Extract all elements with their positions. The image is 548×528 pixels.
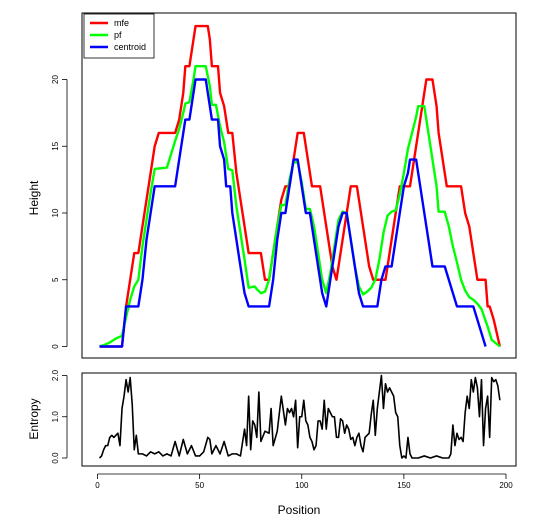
height-y-tick-label-15: 15 xyxy=(51,141,60,150)
height-y-tick-label-0: 0 xyxy=(51,344,60,349)
entropy-series-group xyxy=(98,374,501,459)
legend-label-mfe: mfe xyxy=(114,18,129,28)
entropy-y-tick-label-1: 1.0 xyxy=(51,411,60,423)
legend-label-pf: pf xyxy=(114,30,122,40)
entropy-line-0 xyxy=(98,374,501,459)
height-y-tick-label-20: 20 xyxy=(51,75,60,84)
position-x-axis: 0 50 100 150 200 xyxy=(95,473,513,490)
entropy-y-tick-label-0: 0.0 xyxy=(51,452,60,464)
legend-label-centroid: centroid xyxy=(114,42,146,52)
position-x-tick-label-0: 0 xyxy=(95,481,100,490)
height-y-axis-title: Height xyxy=(27,180,41,215)
entropy-y-axis: 0.0 1.0 2.0 xyxy=(51,369,68,464)
height-y-tick-label-10: 10 xyxy=(51,208,60,217)
entropy-y-tick-label-2: 2.0 xyxy=(51,369,60,381)
position-x-axis-title: Position xyxy=(278,503,321,517)
height-series-group xyxy=(99,24,502,348)
height-plot-frame xyxy=(81,12,517,359)
legend: mfe pf centroid xyxy=(83,13,155,59)
height-y-tick-label-5: 5 xyxy=(51,277,60,282)
position-x-tick-label-200: 200 xyxy=(499,481,513,490)
position-x-tick-label-50: 50 xyxy=(195,481,204,490)
entropy-panel: 0.0 1.0 2.0 0 50 100 150 200 Entropy Position xyxy=(27,369,517,517)
height-y-axis: 0 5 10 15 20 xyxy=(51,75,68,349)
position-x-tick-label-150: 150 xyxy=(397,481,411,490)
entropy-plot-frame xyxy=(81,372,517,467)
height-panel: 0 5 10 15 20 Height mfe pf centroid xyxy=(27,12,517,359)
legend-entries: mfe pf centroid xyxy=(90,18,146,52)
legend-box xyxy=(83,13,155,59)
series-line-centroid xyxy=(99,78,487,348)
entropy-y-axis-title: Entropy xyxy=(27,398,41,439)
position-x-tick-label-100: 100 xyxy=(295,481,309,490)
series-line-mfe xyxy=(99,24,502,348)
